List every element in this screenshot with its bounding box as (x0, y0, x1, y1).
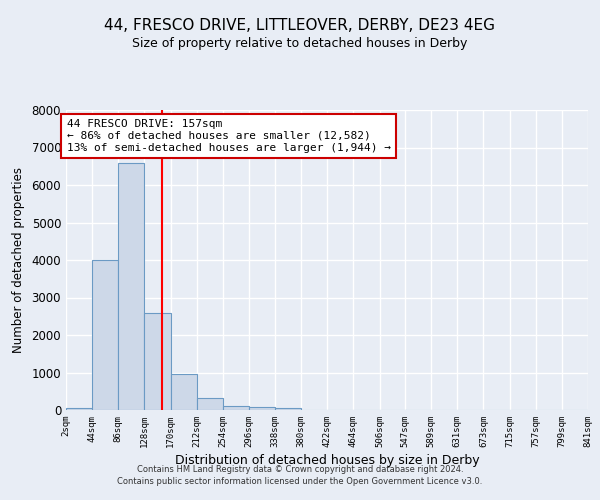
Y-axis label: Number of detached properties: Number of detached properties (11, 167, 25, 353)
Bar (170, 374, 197, 410)
Text: 44 FRESCO DRIVE: 157sqm
← 86% of detached houses are smaller (12,582)
13% of sem: 44 FRESCO DRIVE: 157sqm ← 86% of detache… (67, 120, 391, 152)
Bar (92, 260, 118, 410)
Bar (223, 406, 249, 410)
Bar (66, 408, 92, 410)
Bar (275, 408, 301, 410)
Bar (118, 162, 145, 410)
Bar (145, 312, 170, 410)
Text: Contains HM Land Registry data © Crown copyright and database right 2024.: Contains HM Land Registry data © Crown c… (137, 466, 463, 474)
Bar (249, 408, 275, 410)
Bar (197, 398, 223, 410)
Text: Size of property relative to detached houses in Derby: Size of property relative to detached ho… (133, 38, 467, 51)
Text: Contains public sector information licensed under the Open Government Licence v3: Contains public sector information licen… (118, 477, 482, 486)
Text: 44, FRESCO DRIVE, LITTLEOVER, DERBY, DE23 4EG: 44, FRESCO DRIVE, LITTLEOVER, DERBY, DE2… (104, 18, 496, 32)
X-axis label: Distribution of detached houses by size in Derby: Distribution of detached houses by size … (175, 454, 479, 467)
